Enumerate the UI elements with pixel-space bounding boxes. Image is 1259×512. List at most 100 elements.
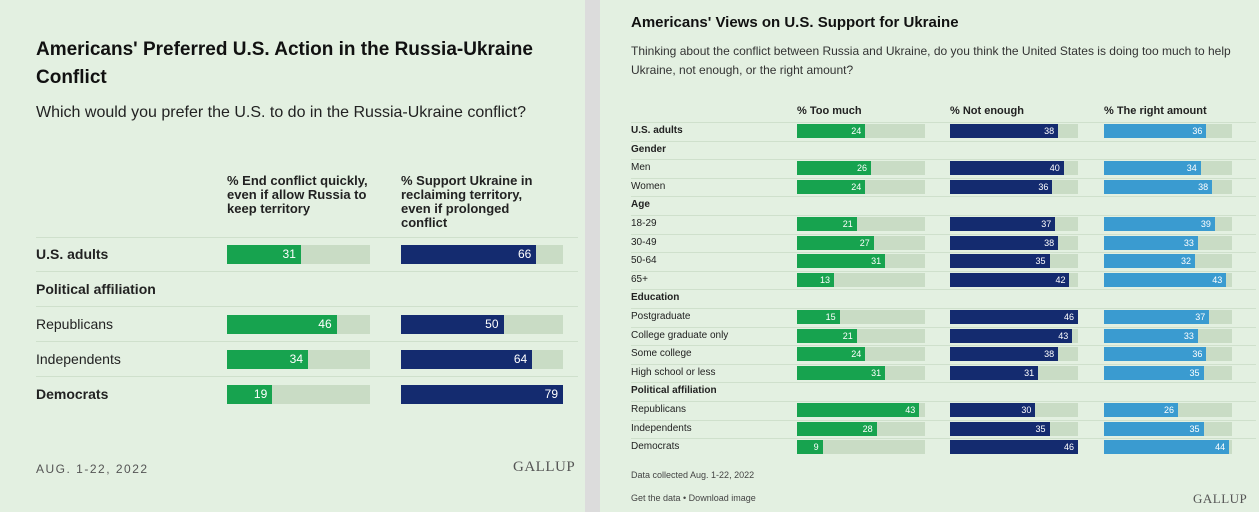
bar-value-label: 31 (871, 256, 882, 267)
bar-value-label: 43 (905, 405, 916, 415)
bar-right-amount (1104, 217, 1215, 231)
bar-value-label: 30 (1021, 405, 1032, 415)
bar-not-enough (950, 161, 1064, 176)
bar-not-enough (950, 328, 1073, 343)
row-divider (631, 140, 1256, 142)
row-label: Women (631, 180, 666, 192)
get-data-links[interactable]: Get the data • Download image (631, 493, 756, 503)
bar-value-label: 35 (1035, 423, 1046, 434)
bar-value-label: 39 (1200, 219, 1211, 229)
bar-value-label: 13 (819, 274, 830, 285)
row-label: College graduate only (631, 329, 729, 341)
bar-value-label: 46 (1063, 442, 1074, 453)
bar-value-label: 26 (856, 163, 867, 174)
row-label: Republicans (36, 316, 114, 332)
row-label: High school or less (631, 366, 716, 378)
bar-value-label: 46 (318, 317, 332, 331)
bar-value-label: 66 (517, 247, 532, 261)
bar-value-label: 33 (1183, 330, 1194, 341)
bar-right-amount (1104, 310, 1210, 324)
bar-support-ukraine (401, 350, 533, 369)
bar-right-amount (1104, 365, 1204, 380)
row-label: Age (631, 199, 650, 211)
bar-value-label: 19 (253, 387, 268, 401)
bar-value-label: 21 (842, 219, 853, 229)
bar-right-amount (1104, 328, 1198, 343)
bar-value-label: 38 (1198, 181, 1209, 192)
row-divider (36, 271, 578, 272)
bar-value-label: 46 (1063, 312, 1074, 322)
bar-value-label: 26 (1163, 405, 1174, 415)
right-series-header-2: % The right amount (1104, 105, 1207, 117)
bar-too-much (797, 328, 857, 343)
bar-end-conflict (227, 245, 301, 264)
bar-value-label: 27 (859, 237, 870, 248)
bar-value-label: 50 (485, 317, 499, 331)
row-label: Independents (631, 422, 692, 434)
row-divider (36, 341, 578, 342)
right-series-header-0: % Too much (797, 105, 862, 117)
row-divider (36, 376, 578, 377)
bar-track (797, 440, 925, 455)
bar-too-much (797, 235, 874, 250)
bar-too-much (797, 272, 834, 287)
bar-right-amount (1104, 235, 1198, 250)
bar-value-label: 24 (851, 126, 862, 136)
bar-right-amount (1104, 272, 1227, 287)
bar-too-much (797, 254, 886, 269)
bar-not-enough (950, 403, 1036, 417)
bar-too-much (797, 179, 866, 194)
bar-not-enough (950, 421, 1050, 436)
row-divider (631, 252, 1256, 254)
bar-value-label: 28 (862, 423, 873, 434)
bar-not-enough (950, 217, 1056, 231)
row-divider (631, 326, 1256, 328)
left-series-header-0: % End conflict quickly, even if allow Ru… (227, 173, 368, 216)
row-label: Independents (36, 351, 121, 367)
row-divider (631, 233, 1256, 235)
bar-not-enough (950, 365, 1039, 380)
bar-right-amount (1104, 161, 1201, 176)
row-label: Education (631, 292, 680, 304)
bar-value-label: 9 (813, 442, 819, 453)
row-divider (631, 177, 1256, 179)
row-label: Political affiliation (631, 385, 717, 397)
bar-support-ukraine (401, 315, 504, 334)
row-divider (631, 382, 1256, 384)
bar-too-much (797, 403, 920, 417)
bar-right-amount (1104, 347, 1207, 362)
row-label: 30-49 (631, 236, 657, 248)
bar-value-label: 43 (1058, 330, 1069, 341)
bar-support-ukraine (401, 245, 537, 264)
bar-value-label: 21 (842, 330, 853, 341)
bar-value-label: 42 (1055, 274, 1066, 285)
bar-value-label: 15 (825, 312, 836, 322)
right-chart-title: Americans' Views on U.S. Support for Ukr… (631, 14, 959, 31)
bar-end-conflict (227, 315, 337, 334)
row-label: Political affiliation (36, 281, 156, 297)
row-label: 18-29 (631, 218, 657, 229)
bar-value-label: 32 (1181, 256, 1192, 267)
right-chart-panel: Americans' Views on U.S. Support for Ukr… (600, 0, 1259, 512)
left-chart-subtitle: Which would you prefer the U.S. to do in… (36, 104, 527, 121)
row-label: U.S. adults (36, 246, 109, 262)
row-divider (631, 196, 1256, 198)
bar-value-label: 36 (1038, 181, 1049, 192)
bar-too-much (797, 347, 866, 362)
gallup-logo: GALLUP (1193, 491, 1248, 506)
row-divider (631, 419, 1256, 421)
row-divider (631, 122, 1256, 123)
bar-not-enough (950, 440, 1078, 455)
bar-value-label: 44 (1215, 442, 1226, 453)
row-divider (631, 289, 1256, 291)
bar-value-label: 36 (1192, 349, 1203, 360)
bar-not-enough (950, 124, 1059, 138)
gallup-logo: GALLUP (513, 459, 576, 475)
row-label: Democrats (36, 386, 109, 402)
bar-value-label: 31 (282, 247, 296, 261)
bar-right-amount (1104, 124, 1207, 138)
bar-value-label: 38 (1044, 349, 1055, 360)
row-divider (631, 401, 1256, 402)
bar-value-label: 37 (1041, 219, 1052, 229)
bar-not-enough (950, 310, 1078, 324)
